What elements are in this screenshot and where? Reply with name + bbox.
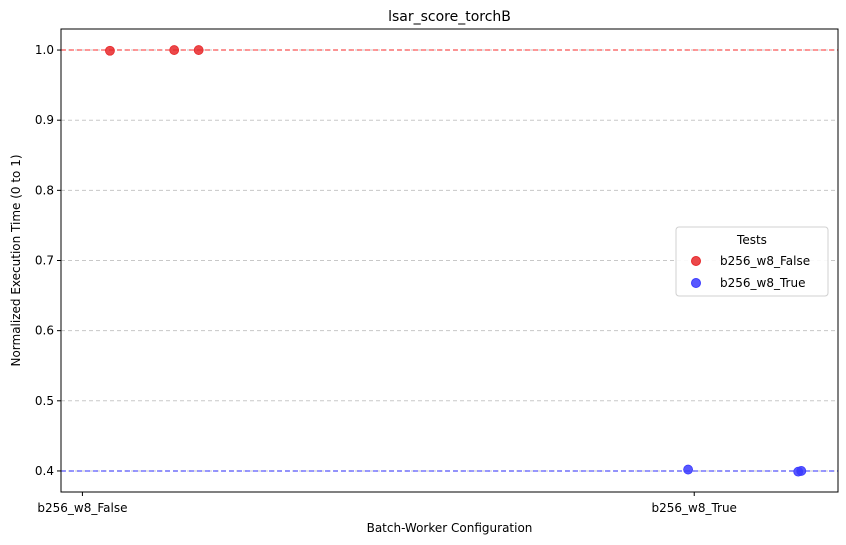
legend-label: b256_w8_True <box>720 276 805 290</box>
legend-title: Tests <box>736 233 767 247</box>
x-axis-ticks: b256_w8_False b256_w8_True <box>37 492 737 515</box>
legend-label: b256_w8_False <box>720 254 810 268</box>
y-tick-label: 0.9 <box>35 113 54 127</box>
data-point <box>193 45 204 55</box>
legend-box <box>675 226 829 297</box>
legend: Tests b256_w8_False b256_w8_True <box>675 226 829 297</box>
x-tick-label: b256_w8_True <box>651 501 736 515</box>
reference-lines <box>61 49 838 472</box>
legend-marker <box>691 256 701 266</box>
y-tick-label: 1.0 <box>35 43 54 57</box>
y-tick-label: 0.4 <box>35 464 54 478</box>
data-point <box>105 45 115 56</box>
y-tick-label: 0.5 <box>35 394 54 408</box>
y-tick-label: 0.7 <box>35 254 54 268</box>
y-tick-label: 0.6 <box>35 324 54 338</box>
x-axis-title: Batch-Worker Configuration <box>367 521 533 535</box>
data-point <box>796 466 807 476</box>
y-axis-title: Normalized Execution Time (0 to 1) <box>9 154 23 366</box>
chart-title: lsar_score_torchB <box>388 9 511 25</box>
data-points <box>105 45 807 477</box>
y-tick-label: 0.8 <box>35 183 54 197</box>
data-point <box>169 45 180 55</box>
x-tick-label: b256_w8_False <box>37 501 127 515</box>
y-axis-ticks: 0.4 0.5 0.6 0.7 0.8 0.9 1.0 <box>35 43 61 478</box>
data-point <box>683 464 694 475</box>
legend-marker <box>691 278 701 288</box>
